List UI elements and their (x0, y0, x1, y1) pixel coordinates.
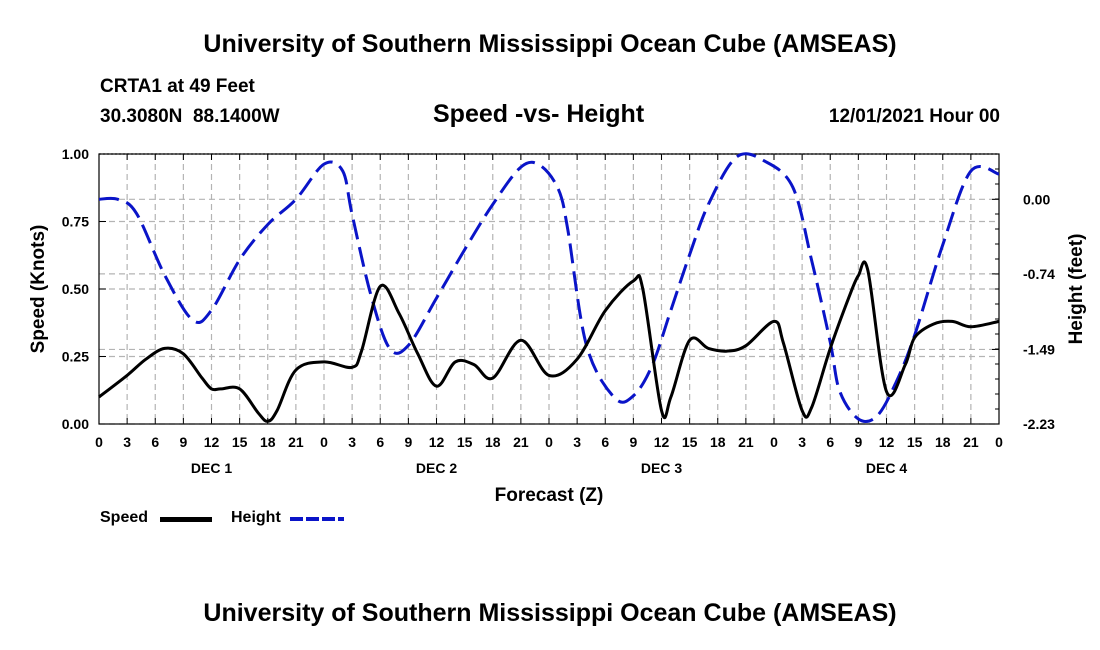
day-label: DEC 3 (641, 460, 682, 476)
legend-speed-swatch (160, 517, 212, 522)
station-coordinates: 30.3080N 88.1400W (100, 106, 280, 127)
x-tick-label: 9 (404, 434, 412, 450)
x-tick-label: 18 (710, 434, 726, 450)
footer-title: University of Southern Mississippi Ocean… (203, 599, 897, 627)
y-tick-label: 1.00 (62, 146, 89, 162)
x-tick-label: 9 (179, 434, 187, 450)
x-tick-label: 18 (935, 434, 951, 450)
x-tick-label: 12 (654, 434, 670, 450)
x-tick-label: 9 (854, 434, 862, 450)
x-tick-label: 12 (429, 434, 445, 450)
y-tick-label: 0.50 (62, 281, 89, 297)
y2-tick-label: -1.49 (1023, 341, 1055, 357)
x-tick-label: 0 (320, 434, 328, 450)
x-tick-label: 3 (123, 434, 131, 450)
x-tick-label: 3 (798, 434, 806, 450)
x-tick-label: 0 (770, 434, 778, 450)
x-tick-label: 3 (348, 434, 356, 450)
x-tick-label: 15 (232, 434, 248, 450)
x-tick-label: 6 (151, 434, 159, 450)
x-tick-label: 18 (485, 434, 501, 450)
x-tick-label: 6 (826, 434, 834, 450)
y2-tick-label: -2.23 (1023, 416, 1055, 432)
y2-tick-label: 0.00 (1023, 191, 1050, 207)
station-label: CRTA1 at 49 Feet (100, 76, 255, 97)
x-tick-label: 0 (95, 434, 103, 450)
x-tick-label: 21 (738, 434, 754, 450)
x-tick-label: 12 (879, 434, 895, 450)
y-tick-label: 0.75 (62, 214, 89, 230)
legend-height-label: Height (231, 509, 281, 526)
x-tick-label: 21 (963, 434, 979, 450)
x-tick-label: 12 (204, 434, 220, 450)
x-tick-label: 21 (513, 434, 529, 450)
x-tick-label: 9 (629, 434, 637, 450)
y-tick-label: 0.25 (62, 349, 89, 365)
x-tick-label: 0 (545, 434, 553, 450)
y-tick-label: 0.00 (62, 416, 89, 432)
speed-series-line (98, 260, 1000, 423)
forecast-datetime: 12/01/2021 Hour 00 (828, 106, 1000, 127)
chart-title: University of Southern Mississippi Ocean… (203, 30, 897, 58)
x-tick-label: 0 (995, 434, 1003, 450)
day-label: DEC 4 (866, 460, 907, 476)
chart-subtitle: Speed -vs- Height (433, 100, 645, 128)
y2-axis-title: Height (feet) (1066, 234, 1087, 345)
day-label: DEC 1 (191, 460, 232, 476)
y2-tick-label: -0.74 (1023, 266, 1055, 282)
x-tick-label: 3 (573, 434, 581, 450)
height-series-line (98, 152, 1000, 423)
x-tick-label: 15 (907, 434, 923, 450)
x-tick-label: 6 (376, 434, 384, 450)
day-label: DEC 2 (416, 460, 457, 476)
x-tick-label: 21 (288, 434, 304, 450)
y-axis-title: Speed (Knots) (28, 225, 49, 354)
legend-speed-label: Speed (100, 509, 149, 526)
x-tick-label: 15 (682, 434, 698, 450)
x-axis-title: Forecast (Z) (495, 485, 604, 506)
legend-height-swatch (290, 517, 344, 521)
x-tick-label: 15 (457, 434, 473, 450)
x-tick-label: 18 (260, 434, 276, 450)
x-tick-label: 6 (601, 434, 609, 450)
